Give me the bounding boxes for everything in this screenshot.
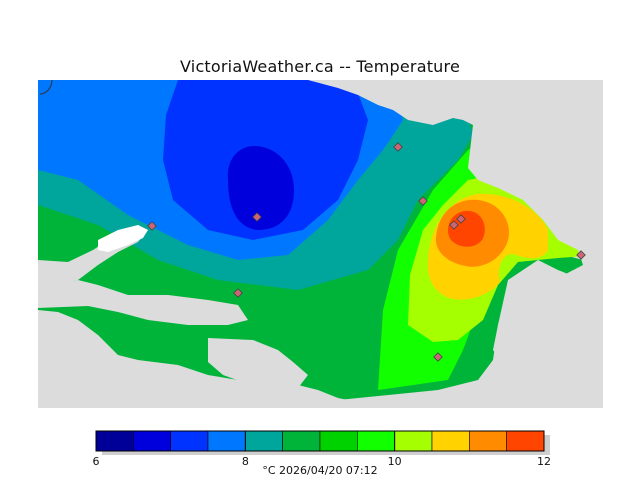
station-saanich-2[interactable]	[456, 214, 466, 224]
legend-caption: °C 2026/04/20 07:12	[262, 464, 378, 477]
legend-tick-label: 10	[387, 455, 402, 468]
station-markers	[147, 142, 586, 362]
legend-swatch	[394, 430, 433, 452]
station-harbour[interactable]	[233, 288, 243, 298]
ocean-gulf-left	[38, 280, 248, 325]
legend-swatch	[357, 430, 395, 452]
legend-swatch	[95, 430, 134, 452]
station-saanich-1[interactable]	[449, 220, 459, 230]
station-west[interactable]	[147, 221, 157, 231]
station-east-point[interactable]	[576, 250, 586, 260]
harbour-inlet	[98, 225, 148, 252]
legend-colorbar	[95, 430, 550, 455]
ocean-south	[38, 310, 603, 408]
station-center[interactable]	[252, 212, 262, 222]
legend-swatch	[245, 430, 283, 452]
ocean-north	[38, 80, 603, 270]
legend-swatch	[319, 430, 358, 452]
legend-tick-label: 8	[241, 455, 249, 468]
ocean-bay-south	[208, 338, 308, 390]
station-south[interactable]	[433, 352, 443, 362]
legend-tick-label: 6	[92, 455, 100, 468]
station-north[interactable]	[393, 142, 403, 152]
ocean-east-strip	[493, 80, 603, 408]
band-dark-blue	[227, 145, 294, 230]
legend-outline	[95, 430, 545, 452]
legend-swatch	[133, 430, 171, 452]
legend-tick-label: 12	[537, 455, 551, 468]
corner-circle	[39, 80, 53, 95]
legend-shadow	[102, 435, 550, 455]
temperature-map	[38, 80, 603, 408]
legend-swatch	[506, 430, 545, 452]
legend-swatch	[282, 430, 321, 452]
station-ne-1[interactable]	[418, 196, 428, 206]
legend-swatch	[431, 430, 470, 452]
legend-swatch	[170, 430, 209, 452]
legend-swatch	[207, 430, 246, 452]
legend-swatch	[469, 430, 507, 452]
map-title: VictoriaWeather.ca -- Temperature	[180, 57, 460, 76]
